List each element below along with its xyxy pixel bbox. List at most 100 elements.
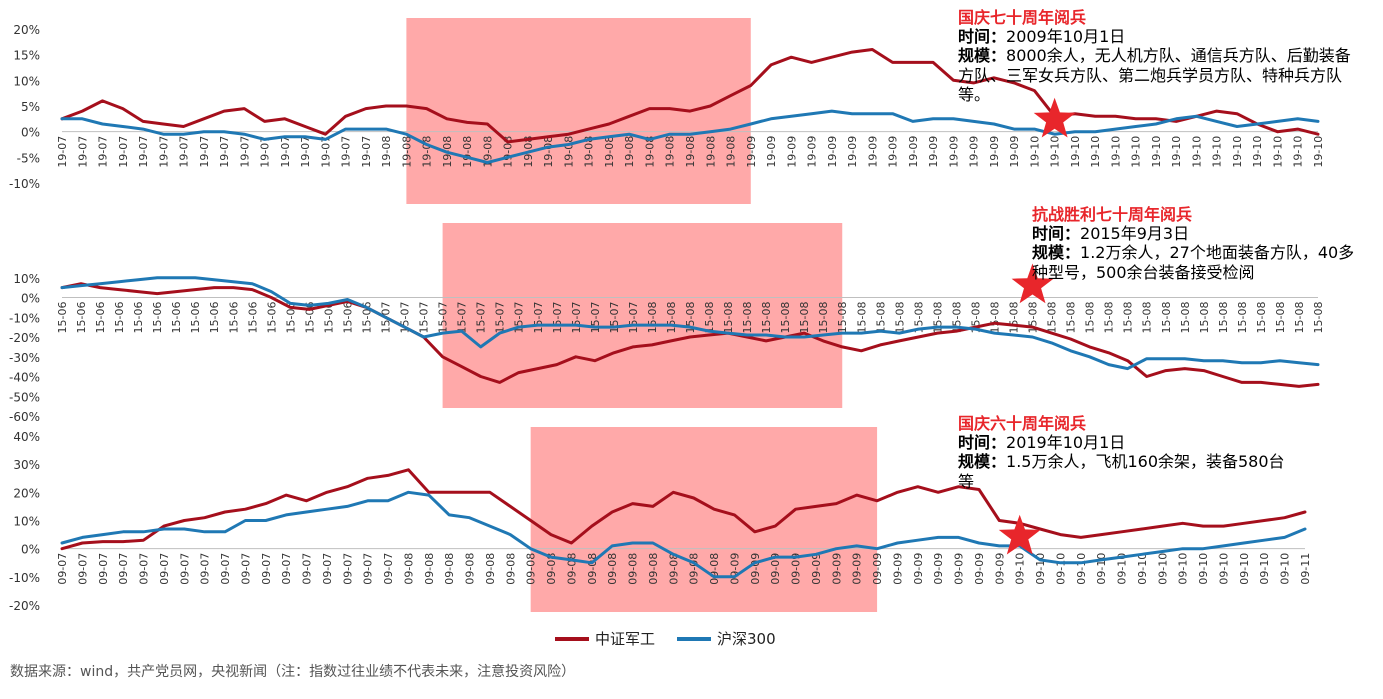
annotation-middle-time-label: 时间： [1032, 224, 1081, 244]
x-tick-label-0-34: 19-09 [745, 136, 758, 168]
x-tick-label-1-52: 15-08 [1046, 302, 1059, 334]
x-tick-label-1-31: 15-08 [646, 301, 659, 333]
x-tick-label-1-36: 15-08 [741, 302, 754, 334]
y-tick-label-0-6: -10% [9, 177, 40, 191]
x-tick-label-2-18: 09-08 [423, 553, 436, 585]
x-tick-label-2-24: 09-08 [545, 553, 558, 585]
series-line-1-1 [60, 276, 1320, 371]
data-source-note: 数据来源：wind，共产党员网，央视新闻（注：指数过往业绩不代表未来，注意投资风… [10, 664, 576, 680]
x-tick-label-2-29: 09-08 [647, 553, 660, 585]
x-tick-label-1-1: 15-06 [75, 301, 88, 333]
x-tick-label-0-14: 19-07 [340, 136, 353, 168]
x-tick-label-2-56: 09-10 [1197, 553, 1210, 585]
x-tick-label-1-62: 15-08 [1236, 302, 1249, 334]
x-tick-label-1-10: 15-06 [246, 301, 259, 333]
x-tick-label-0-10: 19-07 [259, 136, 272, 168]
x-tick-label-1-6: 15-06 [170, 302, 183, 334]
annotation-middle-title: 抗战胜利七十周年阅兵 [1032, 205, 1193, 224]
x-tick-label-0-29: 19-08 [643, 136, 656, 168]
x-tick-label-0-2: 19-07 [96, 136, 109, 168]
annotation-middle-time: 2015年9月3日 [1080, 224, 1190, 244]
x-tick-label-0-44: 19-09 [947, 136, 960, 168]
x-tick-label-1-5: 15-06 [151, 302, 164, 334]
x-tick-label-1-63: 15-08 [1255, 301, 1268, 333]
x-tick-label-0-22: 19-08 [502, 136, 515, 168]
x-tick-label-1-42: 15-08 [855, 302, 868, 334]
x-tick-label-0-1: 19-07 [76, 136, 89, 168]
x-tick-label-2-3: 09-07 [117, 553, 130, 585]
x-tick-label-2-13: 09-07 [321, 553, 334, 585]
annotation-bottom-time: 2019年10月1日 [1006, 433, 1126, 453]
x-tick-label-0-18: 19-08 [421, 136, 434, 168]
x-tick-label-2-6: 09-07 [178, 553, 191, 585]
annotation-bottom-scale-label: 规模： [958, 452, 1007, 472]
y-tick-label-2-4: 0% [21, 543, 40, 557]
x-tick-label-0-46: 19-09 [988, 136, 1001, 168]
x-tick-label-2-35: 09-09 [769, 553, 782, 585]
x-tick-label-0-24: 19-08 [542, 136, 555, 168]
x-tick-label-2-47: 09-10 [1014, 553, 1027, 585]
x-tick-label-1-53: 15-08 [1065, 301, 1078, 333]
x-tick-label-2-52: 09-10 [1116, 553, 1129, 585]
x-tick-label-2-5: 09-07 [158, 553, 171, 585]
series-line-2-1 [60, 490, 1307, 579]
x-tick-label-0-37: 19-09 [805, 136, 818, 168]
x-tick-label-1-41: 15-08 [836, 301, 849, 333]
x-tick-label-1-11: 15-06 [265, 301, 278, 333]
x-tick-label-0-9: 19-07 [238, 136, 251, 168]
y-tick-label-0-5: -5% [17, 151, 40, 165]
x-tick-label-1-34: 15-08 [703, 301, 716, 333]
x-tick-label-0-33: 19-08 [724, 136, 737, 168]
x-tick-label-2-34: 09-09 [749, 553, 762, 585]
y-tick-label-1-7: -60% [9, 410, 40, 424]
y-tick-label-1-0: 10% [13, 272, 40, 286]
x-tick-label-0-48: 19-10 [1028, 136, 1041, 168]
y-tick-label-0-2: 10% [13, 74, 40, 88]
x-tick-label-0-60: 19-10 [1271, 136, 1284, 168]
x-tick-label-2-23: 09-08 [525, 553, 538, 585]
x-tick-label-1-4: 15-06 [132, 301, 145, 333]
y-tick-label-2-0: 40% [13, 430, 40, 444]
x-tick-label-0-39: 19-09 [846, 136, 859, 168]
event-star-1 [1011, 263, 1054, 304]
x-tick-label-1-37: 15-08 [760, 301, 773, 333]
x-tick-label-0-45: 19-09 [968, 136, 981, 168]
x-tick-label-0-49: 19-10 [1049, 136, 1062, 168]
x-tick-label-0-3: 19-07 [117, 136, 130, 168]
x-tick-label-2-30: 09-08 [667, 553, 680, 585]
x-tick-label-0-53: 19-10 [1130, 136, 1143, 168]
x-tick-label-2-45: 09-09 [973, 553, 986, 585]
x-tick-label-0-36: 19-09 [785, 136, 798, 168]
x-tick-label-0-55: 19-10 [1170, 136, 1183, 168]
x-tick-label-1-30: 15-07 [627, 301, 640, 333]
x-tick-label-0-43: 19-09 [927, 136, 940, 168]
x-tick-label-0-15: 19-07 [360, 136, 373, 168]
x-tick-label-2-10: 09-07 [260, 553, 273, 585]
legend-label-hs300: 沪深300 [717, 630, 776, 648]
x-tick-label-2-36: 09-09 [790, 553, 803, 585]
x-tick-label-0-56: 19-10 [1190, 136, 1203, 168]
x-tick-label-2-59: 09-10 [1258, 553, 1271, 585]
x-tick-label-2-19: 09-08 [443, 553, 456, 585]
x-tick-label-0-25: 19-08 [562, 136, 575, 168]
x-tick-label-1-35: 15-08 [722, 302, 735, 334]
x-tick-label-2-53: 09-10 [1136, 553, 1149, 585]
y-tick-label-2-5: -10% [9, 571, 40, 585]
x-tick-label-2-37: 09-09 [810, 553, 823, 585]
series-line-1-0 [60, 282, 1320, 388]
x-tick-label-1-49: 15-08 [989, 302, 1002, 334]
x-tick-label-0-58: 19-10 [1231, 136, 1244, 168]
y-tick-label-2-6: -20% [9, 599, 40, 613]
x-tick-label-1-56: 15-08 [1122, 302, 1135, 334]
x-tick-label-2-49: 09-10 [1054, 553, 1067, 585]
x-tick-label-0-51: 19-10 [1089, 136, 1102, 168]
x-tick-label-2-42: 09-09 [912, 553, 925, 585]
x-tick-label-2-11: 09-07 [280, 553, 293, 585]
x-tick-label-1-12: 15-06 [284, 302, 297, 334]
x-tick-label-2-31: 09-08 [688, 553, 701, 585]
x-tick-label-1-25: 15-07 [532, 302, 545, 334]
x-tick-label-1-54: 15-08 [1084, 301, 1097, 333]
y-tick-label-1-2: -10% [9, 311, 40, 325]
x-tick-label-1-45: 15-08 [912, 302, 925, 334]
x-tick-label-1-64: 15-08 [1274, 301, 1287, 333]
